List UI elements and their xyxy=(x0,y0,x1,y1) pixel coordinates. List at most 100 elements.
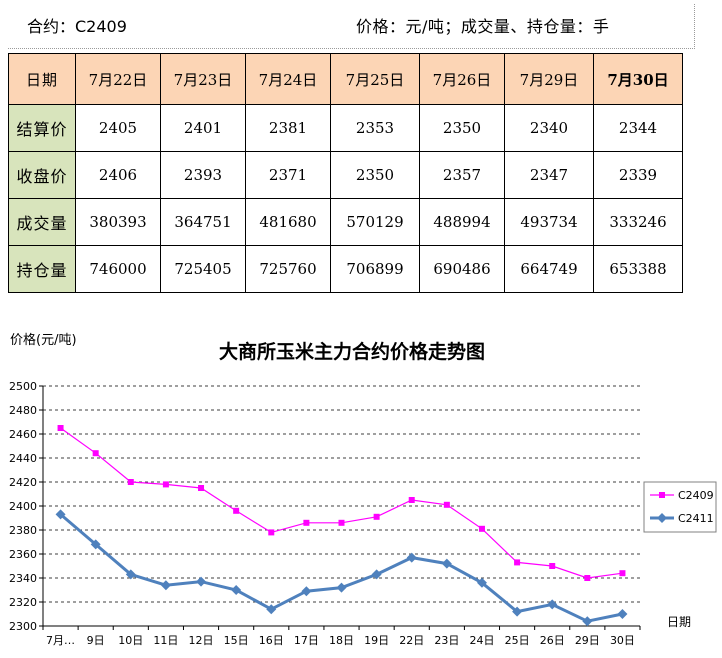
row-label: 成交量 xyxy=(8,198,76,246)
x-tick-label: 25日 xyxy=(505,634,530,647)
data-point xyxy=(512,606,523,617)
price-trend-chart: 价格(元/吨) 大商所玉米主力合约价格走势图 日期 23002320234023… xyxy=(9,332,717,647)
data-point xyxy=(198,485,205,491)
table-header-row: 日期 7月22日 7月23日 7月24日 7月25日 7月26日 7月29日 7… xyxy=(8,53,683,105)
data-point xyxy=(266,604,277,615)
x-tick-label: 11日 xyxy=(153,634,178,647)
table-cell: 725405 xyxy=(160,245,246,293)
x-tick-label: 30日 xyxy=(610,634,635,647)
y-axis-label: 价格(元/吨) xyxy=(10,332,77,348)
table-cell: 690486 xyxy=(419,245,505,293)
data-point xyxy=(478,525,485,532)
data-point xyxy=(373,513,380,520)
data-point xyxy=(90,539,101,550)
data-point xyxy=(231,585,242,595)
x-tick-label: 15日 xyxy=(224,634,249,647)
x-tick-label: 12日 xyxy=(189,634,214,647)
table-cell: 2339 xyxy=(593,151,683,199)
y-tick-label: 2320 xyxy=(9,596,37,609)
data-point xyxy=(406,552,417,563)
x-tick-label: 26日 xyxy=(540,634,565,647)
date-cell: 7月23日 xyxy=(160,53,246,105)
y-tick-label: 2440 xyxy=(9,452,37,465)
units-label: 价格：元/吨；成交量、持仓量：手 xyxy=(356,17,610,36)
x-tick-label: 17日 xyxy=(294,634,319,647)
data-point xyxy=(547,599,558,610)
legend-marker xyxy=(657,513,667,523)
table-cell: 2350 xyxy=(419,104,505,152)
table-cell: 488994 xyxy=(419,198,505,246)
data-point xyxy=(514,559,521,566)
date-cell: 7月25日 xyxy=(330,53,420,105)
data-point xyxy=(443,501,450,508)
date-cell: 7月22日 xyxy=(75,53,161,105)
data-point xyxy=(408,497,415,503)
x-tick-label: 7月… xyxy=(46,634,75,647)
x-tick-label: 24日 xyxy=(469,634,494,647)
data-point xyxy=(301,586,312,597)
y-tick-label: 2340 xyxy=(9,572,37,585)
table-cell: 706899 xyxy=(330,245,420,293)
table-row: 结算价 2405 2401 2381 2353 2350 2340 2344 xyxy=(8,104,683,152)
table-cell: 2406 xyxy=(75,151,161,199)
data-point xyxy=(127,479,134,485)
table-cell: 493734 xyxy=(504,198,594,246)
data-point xyxy=(125,569,136,580)
price-table: 日期 7月22日 7月23日 7月24日 7月25日 7月26日 7月29日 7… xyxy=(8,53,683,293)
y-tick-label: 2460 xyxy=(9,428,37,441)
data-point xyxy=(233,507,240,514)
y-tick-label: 2360 xyxy=(9,548,37,561)
table-cell: 2350 xyxy=(330,151,420,199)
table-cell: 2353 xyxy=(330,104,420,152)
table-cell: 2393 xyxy=(160,151,246,199)
table-cell: 2340 xyxy=(504,104,594,152)
table-cell: 725760 xyxy=(245,245,331,293)
y-axis-ticks: 2300 2320 2340 2360 2380 2400 2420 2440 2460 2480… xyxy=(9,380,43,633)
table-cell: 481680 xyxy=(245,198,331,246)
date-cell: 7月24日 xyxy=(245,53,331,105)
table-cell: 2405 xyxy=(75,104,161,152)
data-point xyxy=(619,570,626,577)
table-cell: 664749 xyxy=(504,245,594,293)
legend-label: C2411 xyxy=(678,512,714,525)
table-row: 成交量 380393 364751 481680 570129 488994 4… xyxy=(8,198,683,246)
x-axis-label: 日期 xyxy=(667,615,691,629)
row-label: 持仓量 xyxy=(8,245,76,293)
x-tick-label: 10日 xyxy=(118,634,143,647)
data-point xyxy=(57,425,64,431)
data-point xyxy=(584,575,591,581)
date-cell: 7月30日 xyxy=(593,53,683,105)
date-cell: 7月26日 xyxy=(419,53,505,105)
row-label: 收盘价 xyxy=(8,151,76,199)
data-point xyxy=(582,616,593,627)
series-line-C2411 xyxy=(59,513,623,623)
table-cell: 2371 xyxy=(245,151,331,199)
y-tick-label: 2400 xyxy=(9,500,37,513)
x-tick-label: 22日 xyxy=(399,634,424,647)
table-cell: 2401 xyxy=(160,104,246,152)
x-tick-label: 19日 xyxy=(364,634,389,647)
series-group xyxy=(55,425,628,627)
date-cell: 7月29日 xyxy=(504,53,594,105)
table-row: 持仓量 746000 725405 725760 706899 690486 6… xyxy=(8,245,683,293)
data-point xyxy=(303,519,310,526)
table-cell: 570129 xyxy=(330,198,420,246)
data-point xyxy=(441,558,452,569)
x-tick-label: 16日 xyxy=(259,634,284,647)
data-point xyxy=(549,563,556,569)
table-cell: 364751 xyxy=(160,198,246,246)
table-row: 收盘价 2406 2393 2371 2350 2357 2347 2339 xyxy=(8,151,683,199)
x-tick-label: 9日 xyxy=(87,634,105,647)
row-label: 结算价 xyxy=(8,104,76,152)
date-header-cell: 日期 xyxy=(8,53,76,105)
table-cell: 2357 xyxy=(419,151,505,199)
data-point xyxy=(476,577,487,588)
x-tick-label: 29日 xyxy=(575,634,600,647)
legend-label: C2409 xyxy=(678,489,714,502)
legend-box xyxy=(643,481,717,533)
y-tick-label: 2380 xyxy=(9,524,37,537)
data-point xyxy=(55,509,66,520)
data-point xyxy=(160,580,171,591)
y-tick-label: 2480 xyxy=(9,404,37,417)
data-point xyxy=(92,450,99,457)
